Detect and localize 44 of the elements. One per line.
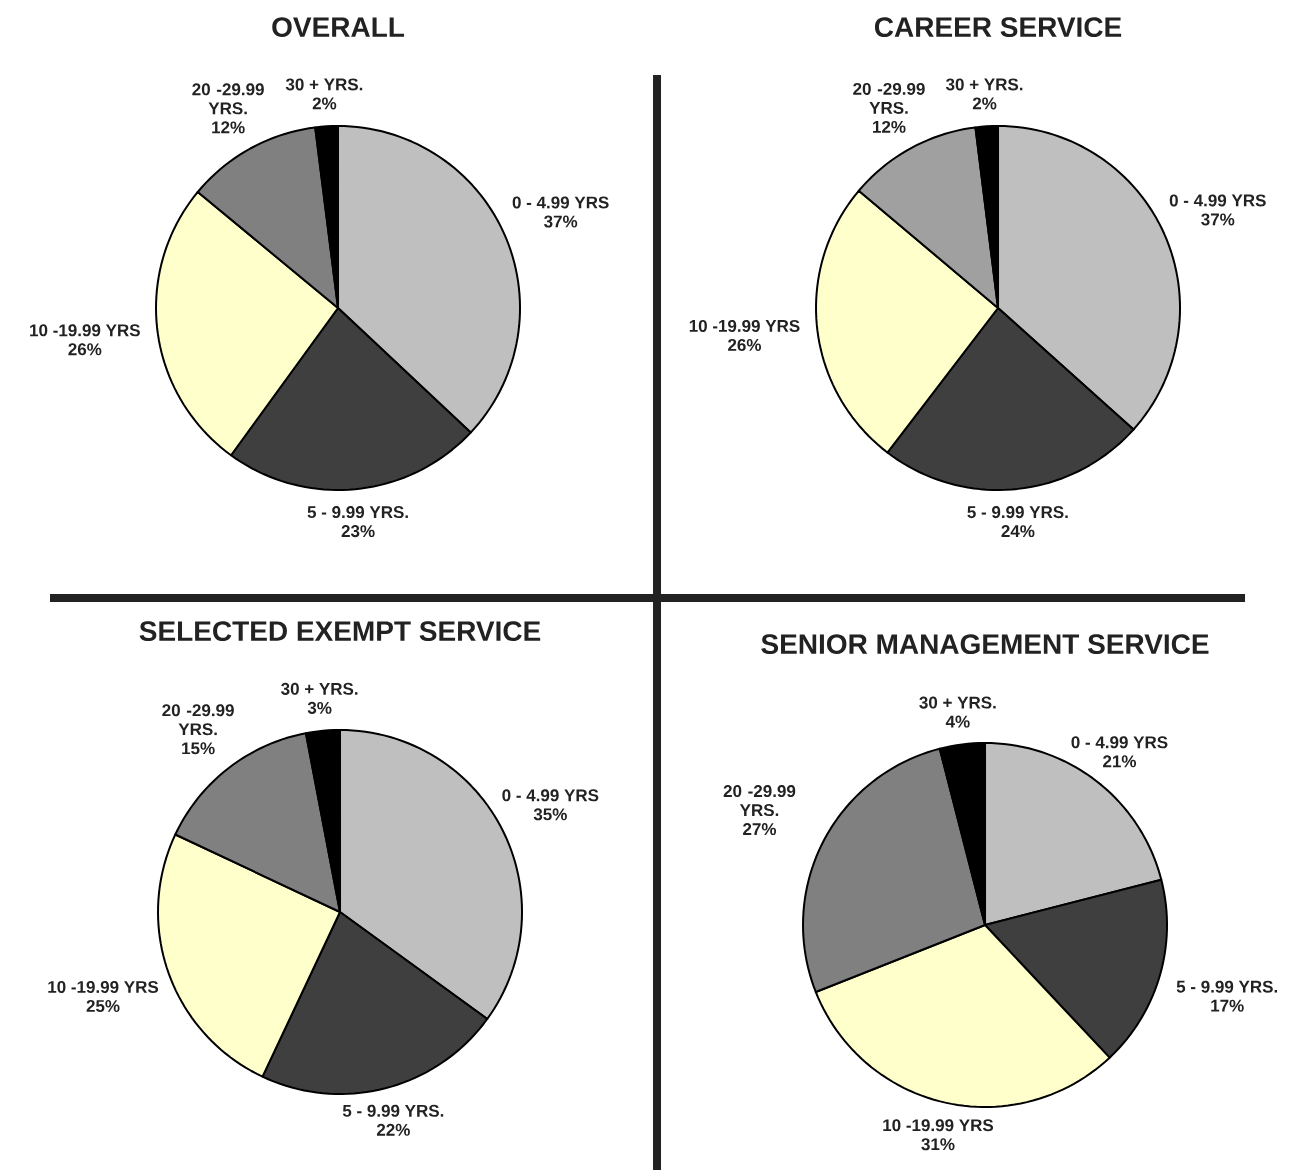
slice-label: 0 - 4.99 YRS [1169, 194, 1266, 207]
data-label: 22% [376, 1123, 410, 1136]
data-label: 4% [945, 715, 970, 728]
slice-label: 5 - 9.99 YRS. [967, 506, 1068, 519]
slice-label: 20 -29.99 YRS. [162, 704, 234, 736]
slice-label: 10 -19.99 YRS [30, 324, 140, 337]
data-label: 26% [68, 343, 102, 356]
slice-label: 30 + YRS. [281, 682, 358, 695]
data-label: 31% [921, 1138, 955, 1151]
data-label: 12% [212, 121, 245, 134]
data-label: 35% [533, 808, 567, 821]
slice-label: 30 + YRS. [919, 696, 996, 709]
data-label: 12% [873, 120, 906, 133]
slice-label: 0 - 4.99 YRS [512, 196, 609, 209]
data-label: 15% [182, 742, 215, 755]
slice-label: 5 - 9.99 YRS. [307, 506, 408, 519]
slice-label: 0 - 4.99 YRS [502, 789, 599, 802]
slice-label: 30 + YRS. [945, 78, 1023, 91]
data-label: 25% [86, 999, 120, 1012]
chart-title: SENIOR MANAGEMENT SERVICE [761, 634, 1209, 655]
data-label: 23% [341, 525, 375, 538]
data-label: 2% [972, 97, 997, 110]
data-label: 24% [1001, 525, 1035, 538]
data-label: 2% [312, 97, 337, 110]
data-label: 26% [728, 338, 762, 351]
slice-label: 10 -19.99 YRS [883, 1119, 994, 1132]
chart-title: SELECTED EXEMPT SERVICE [139, 621, 541, 642]
chart-title: OVERALL [272, 17, 405, 38]
data-label: 3% [307, 701, 332, 714]
chart-title: CAREER SERVICE [874, 17, 1122, 38]
slice-label: 20 -29.99 YRS. [853, 82, 925, 114]
slice-label: 20 -29.99 YRS. [192, 83, 264, 115]
slice-label: 10 -19.99 YRS [48, 980, 159, 993]
data-label: 37% [544, 215, 578, 228]
data-label: 37% [1201, 213, 1235, 226]
data-label: 17% [1211, 999, 1244, 1012]
data-label: 27% [743, 823, 777, 836]
slice-label: 5 - 9.99 YRS. [342, 1104, 444, 1117]
slice-label: 30 + YRS. [285, 78, 363, 91]
slice-label: 5 - 9.99 YRS. [1176, 980, 1278, 993]
slice-label: 10 -19.99 YRS [689, 319, 800, 332]
slice-label: 0 - 4.99 YRS [1071, 736, 1168, 749]
data-label: 21% [1103, 755, 1137, 768]
slice-label: 20 -29.99 YRS. [723, 785, 796, 817]
